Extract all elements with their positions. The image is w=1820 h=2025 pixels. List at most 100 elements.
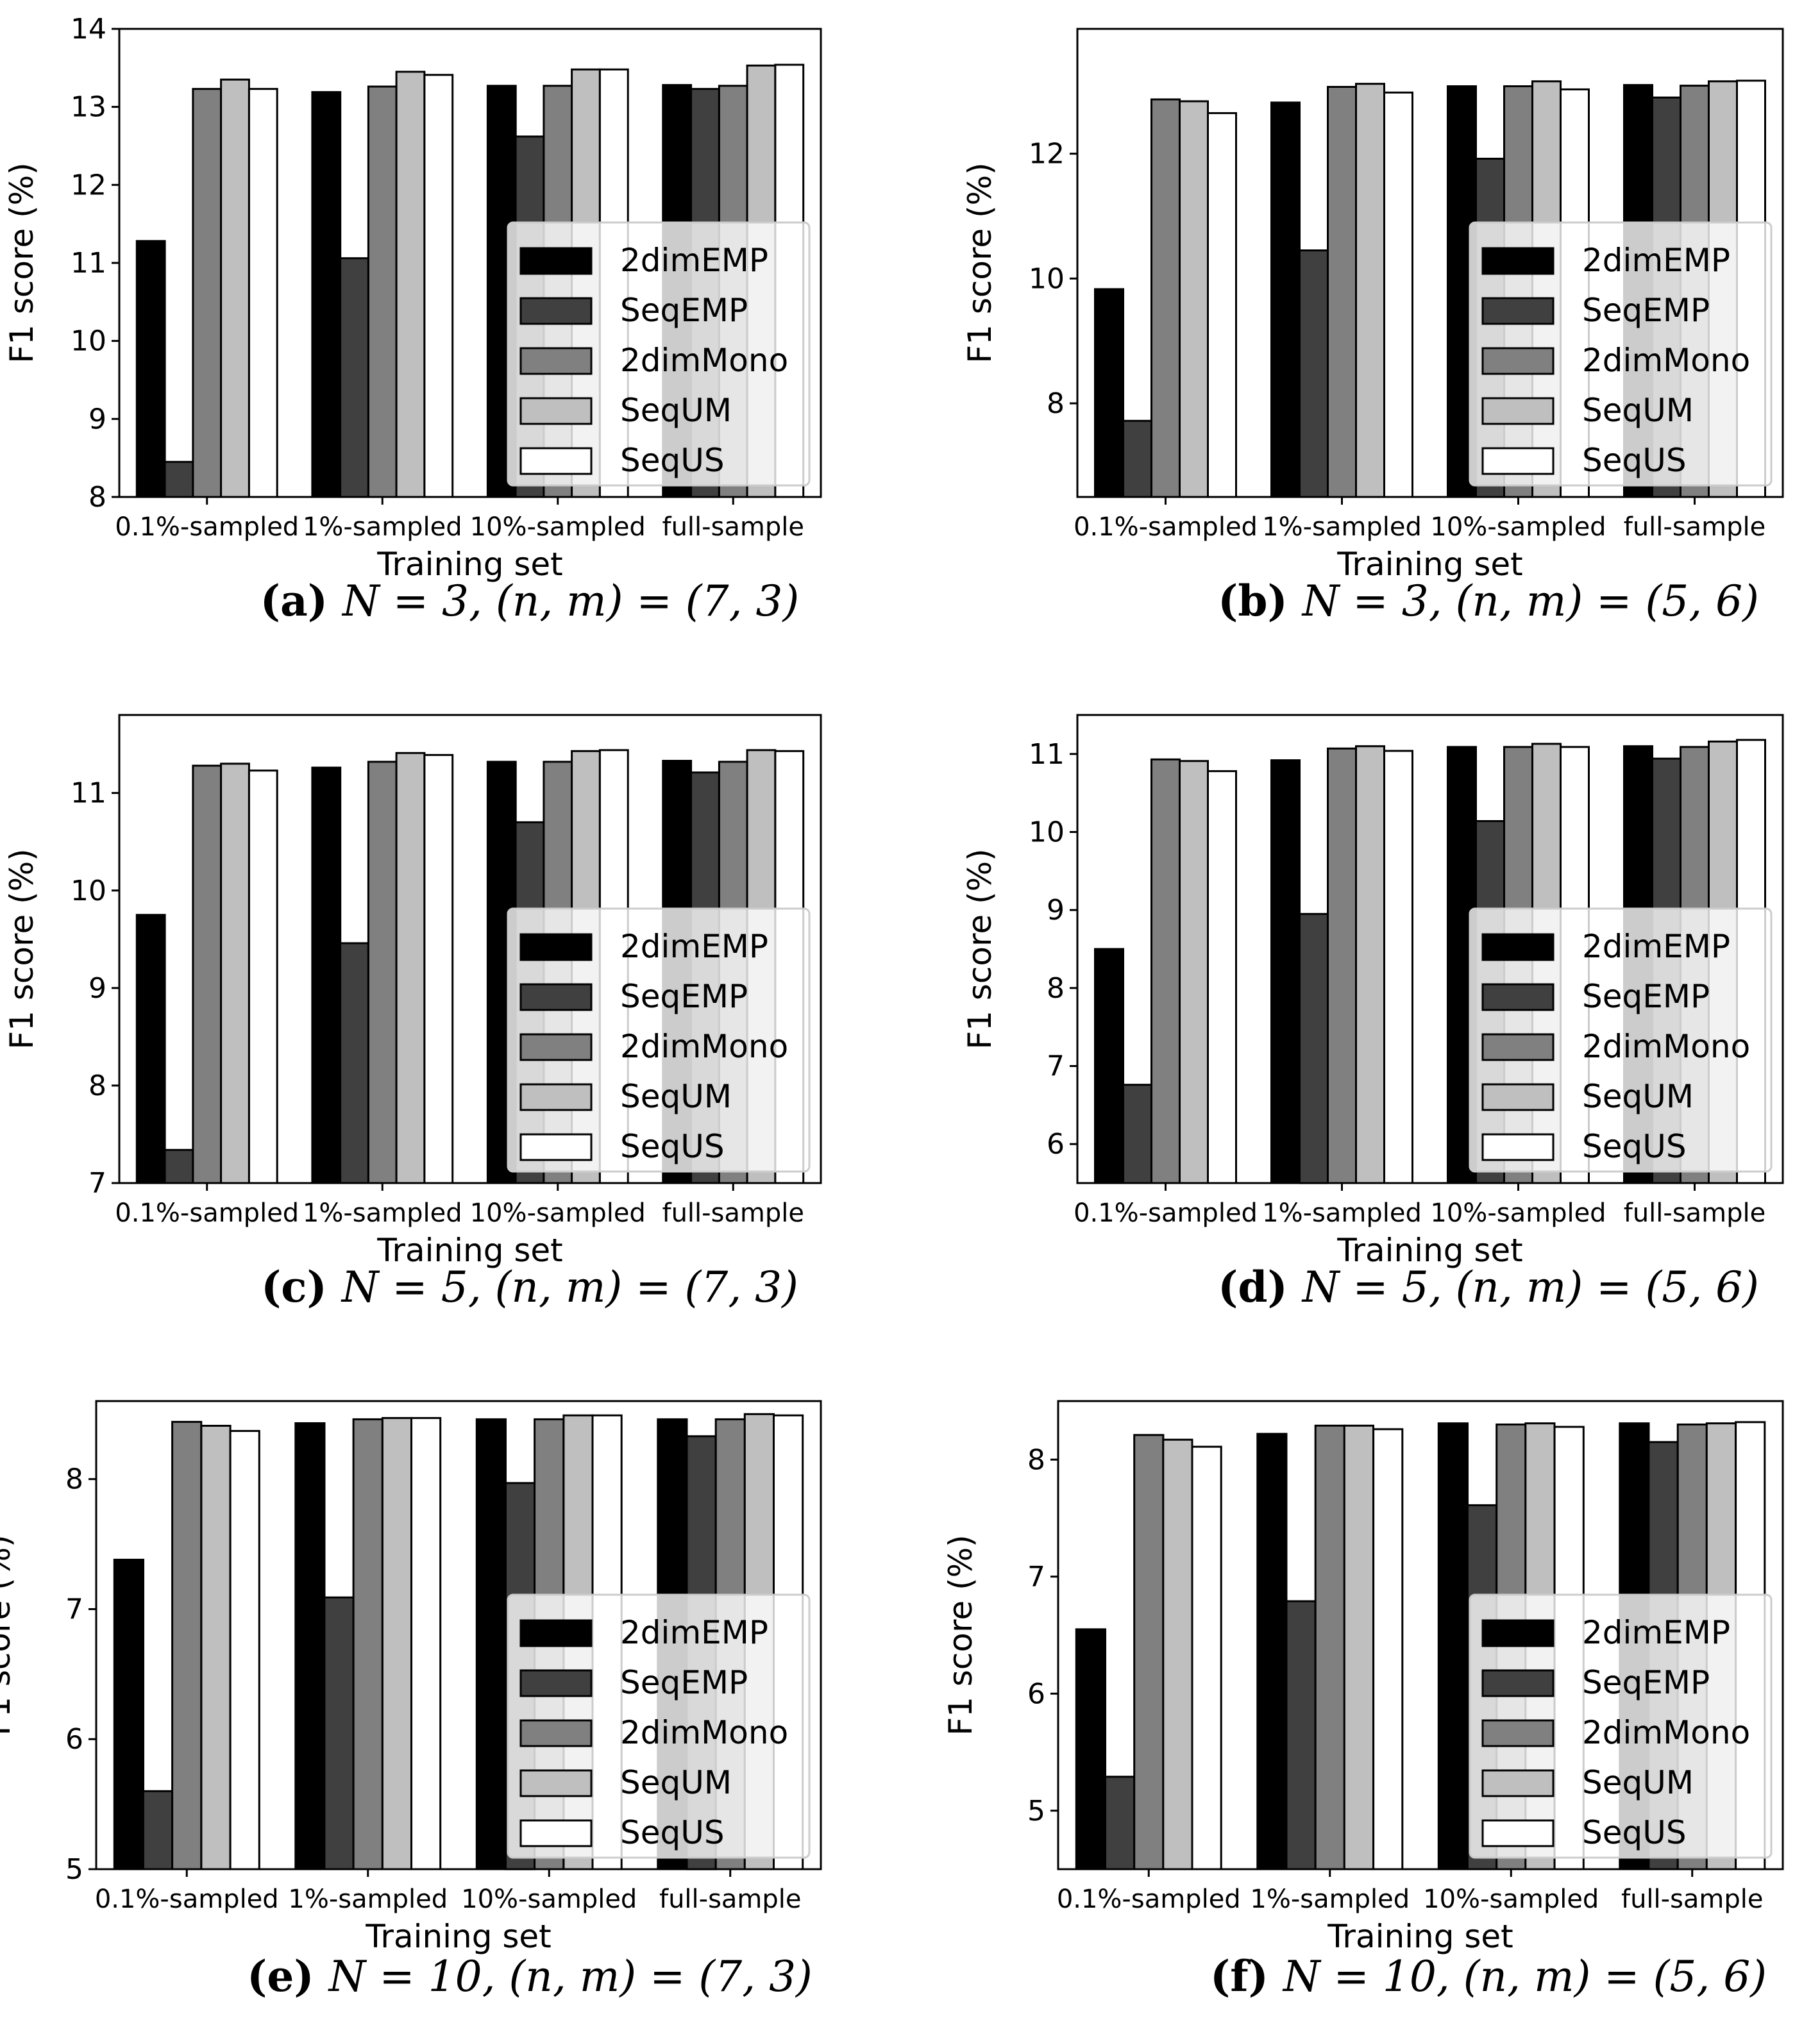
bar-2dimMono-0	[192, 88, 223, 498]
bar-SeqUM-0	[220, 762, 250, 1184]
plot-frame	[1076, 28, 1784, 498]
bar-2dimEMP-1	[1270, 759, 1301, 1184]
y-tick-label: 9	[88, 972, 106, 1005]
x-axis-title: Training set	[1336, 546, 1523, 583]
x-tick-label: 1%-sampled	[1250, 1885, 1410, 1914]
bar-2dimMono-0	[192, 764, 223, 1184]
bar-SeqEMP-1	[339, 257, 369, 498]
y-axis-title: F1 score (%)	[961, 162, 998, 363]
panel-caption: (c) N = 5, (n, m) = (7, 3)	[261, 1262, 798, 1312]
x-axis-title: Training set	[376, 546, 563, 583]
x-tick-label: 0.1%-sampled	[1057, 1885, 1241, 1914]
y-tick-label: 6	[1027, 1677, 1045, 1710]
x-tick-label: 1%-sampled	[303, 1198, 462, 1228]
legend-label-2dimEMP: 2dimEMP	[620, 928, 768, 965]
chart-panel-a: 8 9 10 11 12 13 14 0.1%-sampled 1%-sampled 10%-sa…	[3, 13, 822, 626]
legend-label-2dimEMP: 2dimEMP	[1582, 1614, 1730, 1651]
bar-2dimEMP-2	[1437, 1422, 1469, 1870]
legend-swatch-SeqUM	[1481, 1083, 1555, 1111]
y-tick-label: 7	[1047, 1050, 1065, 1083]
bar-SeqEMP-0	[1104, 1776, 1136, 1870]
legend-swatch-SeqUM	[519, 1769, 593, 1797]
x-tick-label: full-sample	[1624, 512, 1766, 542]
x-axis-title: Training set	[376, 1232, 563, 1269]
caption-math: N = 10, (n, m) = (5, 6)	[1282, 1952, 1767, 2001]
x-tick-label: 0.1%-sampled	[95, 1885, 279, 1914]
bar-SeqUM-1	[1343, 1424, 1375, 1870]
bar-2dimMono-1	[367, 85, 398, 498]
bar-SeqUS-1	[423, 753, 454, 1184]
legend-swatch-SeqUS	[519, 1133, 593, 1161]
bar-SeqEMP-0	[1122, 1084, 1152, 1184]
bar-2dimEMP-0	[1075, 1628, 1107, 1870]
legend: 2dimEMP SeqEMP 2dimMono SeqUM SeqUS	[1469, 221, 1773, 487]
bar-SeqUM-1	[381, 1416, 413, 1870]
legend-label-SeqUM: SeqUM	[620, 392, 732, 429]
y-tick-label: 8	[1047, 387, 1065, 420]
bar-2dimEMP-2	[475, 1418, 507, 1870]
y-tick-label: 11	[71, 247, 106, 280]
legend-label-2dimEMP: 2dimEMP	[1582, 928, 1730, 965]
bar-SeqEMP-1	[339, 942, 369, 1184]
x-tick-label: 10%-sampled	[1423, 1885, 1599, 1914]
legend-swatch-SeqUM	[1481, 1769, 1555, 1797]
panel-caption: (f) N = 10, (n, m) = (5, 6)	[1210, 1951, 1767, 2001]
x-tick-label: 10%-sampled	[470, 1198, 646, 1228]
bar-2dimEMP-0	[135, 914, 166, 1184]
bar-SeqUM-0	[220, 78, 250, 498]
legend-swatch-2dimEMP	[1481, 1619, 1555, 1647]
caption-letter: (a)	[260, 576, 342, 626]
bar-2dimMono-1	[367, 760, 398, 1184]
bar-SeqUM-0	[1162, 1438, 1193, 1870]
x-tick-label: full-sample	[659, 1885, 802, 1914]
caption-letter: (e)	[247, 1951, 328, 2001]
bar-SeqEMP-0	[164, 1148, 194, 1184]
legend-label-SeqUM: SeqUM	[1582, 1078, 1694, 1115]
legend-label-SeqUS: SeqUS	[620, 1128, 725, 1165]
legend-swatch-2dimMono	[1481, 1719, 1555, 1747]
y-tick-label: 7	[65, 1593, 83, 1626]
bar-SeqUS-1	[1372, 1428, 1404, 1870]
y-tick-label: 10	[71, 325, 106, 358]
legend: 2dimEMP SeqEMP 2dimMono SeqUM SeqUS	[507, 1593, 811, 1859]
y-tick-label: 12	[1029, 138, 1065, 171]
x-axis-title: Training set	[1336, 1232, 1523, 1269]
y-tick-label: 8	[65, 1463, 83, 1496]
bar-SeqUM-0	[1179, 760, 1209, 1184]
y-tick-label: 10	[71, 875, 106, 907]
bar-SeqUM-1	[1355, 83, 1385, 498]
bar-2dimMono-0	[171, 1420, 203, 1870]
caption-math: N = 10, (n, m) = (7, 3)	[328, 1952, 813, 2001]
plot-frame	[95, 1400, 822, 1870]
bar-SeqUM-1	[1355, 745, 1385, 1184]
y-tick-label: 8	[1027, 1443, 1045, 1476]
legend-label-2dimMono: 2dimMono	[620, 1028, 788, 1065]
legend-label-SeqEMP: SeqEMP	[1582, 978, 1710, 1015]
bar-2dimEMP-0	[1094, 948, 1124, 1184]
x-tick-label: 0.1%-sampled	[115, 512, 299, 542]
legend-label-SeqEMP: SeqEMP	[620, 978, 748, 1015]
bar-SeqUS-0	[248, 769, 278, 1184]
legend-label-SeqEMP: SeqEMP	[1582, 1664, 1710, 1701]
y-tick-label: 11	[1029, 738, 1065, 771]
legend-label-2dimMono: 2dimMono	[620, 342, 788, 379]
plot-frame	[1076, 714, 1784, 1184]
legend-label-2dimEMP: 2dimEMP	[620, 1614, 768, 1651]
bar-2dimEMP-0	[135, 240, 166, 498]
legend-label-SeqUM: SeqUM	[620, 1764, 732, 1801]
y-axis-title: F1 score (%)	[0, 1534, 17, 1735]
x-tick-label: 0.1%-sampled	[1074, 1198, 1258, 1228]
bar-SeqUS-0	[248, 88, 278, 498]
legend-swatch-SeqEMP	[1481, 297, 1555, 325]
bar-SeqUS-0	[1207, 770, 1237, 1184]
plot-frame	[118, 714, 822, 1184]
legend: 2dimEMP SeqEMP 2dimMono SeqUM SeqUS	[507, 907, 811, 1173]
y-tick-label: 6	[1047, 1128, 1065, 1161]
x-tick-label: 10%-sampled	[1430, 512, 1606, 542]
legend-swatch-SeqEMP	[519, 1669, 593, 1697]
legend-swatch-2dimEMP	[519, 1619, 593, 1647]
bar-2dimMono-0	[1133, 1434, 1165, 1870]
y-tick-label: 12	[71, 169, 106, 201]
legend-swatch-SeqEMP	[519, 983, 593, 1011]
legend-label-SeqUS: SeqUS	[620, 1814, 725, 1851]
